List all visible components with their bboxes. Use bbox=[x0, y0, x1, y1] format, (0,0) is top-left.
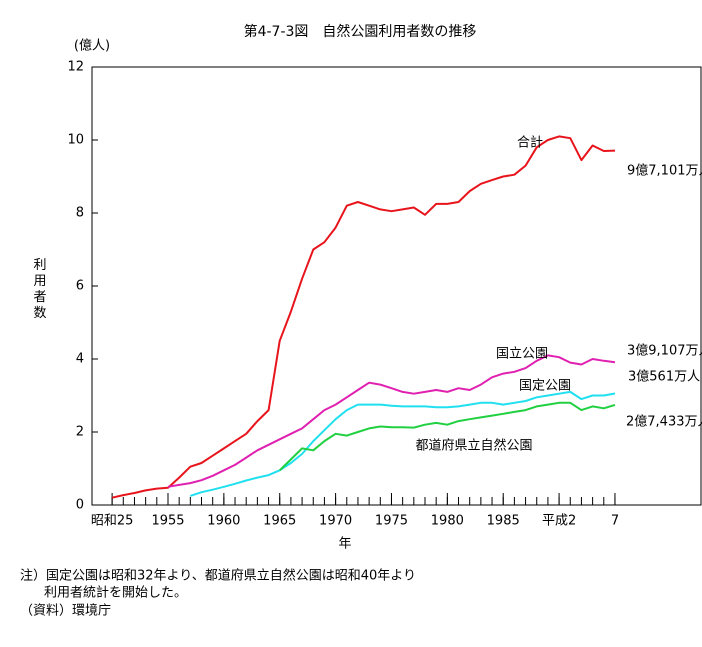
chart-title: 第4-7-3図 自然公園利用者数の推移 bbox=[244, 23, 477, 40]
x-tick-label: 1985 bbox=[487, 514, 520, 529]
series-line bbox=[167, 354, 616, 488]
y-tick-label: 12 bbox=[67, 60, 84, 75]
x-tick-label: 7 bbox=[611, 514, 619, 529]
value-label: 2億7,433万人 bbox=[626, 414, 702, 430]
series-name: 合計 bbox=[517, 135, 543, 151]
x-tick-label: 1955 bbox=[151, 514, 184, 529]
value-label: 3億561万人 bbox=[628, 369, 700, 385]
note: （資料）環境庁 bbox=[20, 604, 111, 619]
y-tick-label: 10 bbox=[67, 133, 84, 148]
series-name: 国定公園 bbox=[519, 379, 571, 394]
x-tick-label: 1960 bbox=[207, 514, 240, 529]
x-tick-label: 1980 bbox=[431, 514, 464, 529]
x-tick-label: 1970 bbox=[319, 514, 352, 529]
series-name: 都道府県立自然公園 bbox=[415, 438, 532, 454]
series-line bbox=[189, 390, 616, 497]
y-tick-label: 2 bbox=[76, 425, 84, 440]
x-tick-label: 1975 bbox=[375, 514, 408, 529]
y-tick-label: 6 bbox=[76, 279, 84, 294]
series-name: 国立公園 bbox=[496, 347, 548, 362]
x-axis-label: 年 bbox=[338, 537, 351, 552]
x-tick-label: 平成2 bbox=[542, 514, 576, 529]
y-tick-label: 0 bbox=[76, 498, 84, 513]
value-label: 9億7,101万人 bbox=[627, 163, 702, 179]
value-label: 3億9,107万人 bbox=[627, 343, 702, 359]
x-tick-label: 昭和25 bbox=[91, 514, 134, 529]
plot-frame bbox=[91, 66, 702, 506]
y-tick-label: 8 bbox=[76, 206, 84, 221]
y-tick-label: 4 bbox=[76, 352, 84, 367]
y-axis-label: 利用者数 bbox=[33, 258, 46, 321]
x-tick-label: 1965 bbox=[263, 514, 296, 529]
note: 注）国定公園は昭和32年より、都道府県立自然公園は昭和40年より bbox=[20, 568, 416, 584]
y-unit: (億人) bbox=[74, 38, 110, 54]
note: 利用者統計を開始した。 bbox=[44, 585, 187, 601]
series-line bbox=[279, 401, 616, 472]
series-line bbox=[111, 135, 616, 499]
